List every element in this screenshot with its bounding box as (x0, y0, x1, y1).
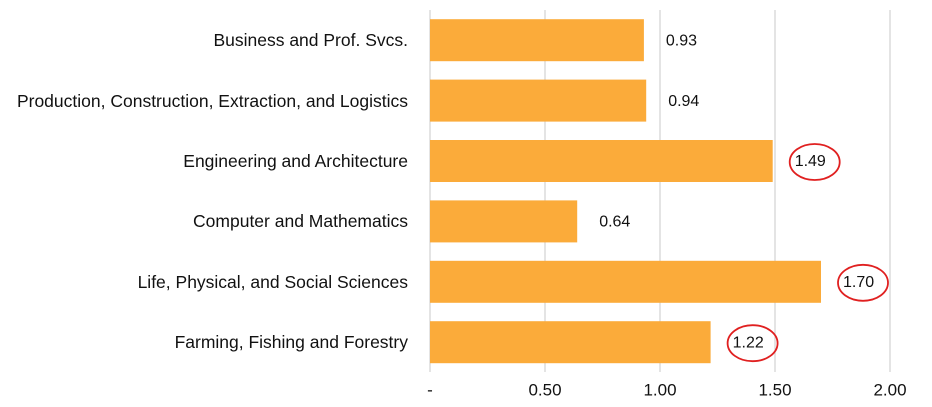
category-text: Computer and Mathematics (193, 211, 408, 232)
category-label: Computer and Mathematics (193, 210, 408, 232)
value-label: 0.94 (668, 93, 699, 110)
value-label: 1.22 (733, 334, 764, 351)
x-tick-label: 0.50 (528, 380, 561, 399)
label-circle (788, 143, 841, 181)
category-label: Production, Construction, Extraction, an… (17, 90, 408, 112)
bar (430, 260, 821, 303)
category-text: Production, Construction, Extraction, an… (16, 90, 408, 111)
bar (430, 140, 773, 182)
category-text: Farming, Fishing and Forestry (174, 332, 408, 353)
category-text: Engineering and Architecture (183, 151, 408, 171)
category-label: Life, Physical, and Social Sciences (138, 271, 408, 293)
bar (430, 321, 711, 364)
x-tick-label: - (427, 380, 433, 399)
category-label: Business and Prof. Svcs. (213, 29, 408, 51)
category-label: Farming, Fishing and Forestry (175, 331, 408, 353)
x-tick-label: 2.00 (873, 380, 906, 399)
label-circle (726, 324, 779, 363)
value-label: 1.70 (843, 274, 874, 291)
label-circle (837, 263, 889, 302)
bar (430, 79, 647, 122)
x-tick-label: 1.00 (643, 380, 676, 399)
category-text: Business and Prof. Svcs. (213, 30, 408, 51)
value-label: 0.93 (666, 32, 697, 49)
category-label: Engineering and Architecture (183, 150, 408, 172)
category-text: Life, Physical, and Social Sciences (137, 271, 408, 292)
bar (430, 200, 578, 243)
bar (430, 19, 644, 62)
value-label: 1.49 (795, 153, 826, 170)
value-label: 0.64 (599, 214, 630, 231)
x-tick-label: 1.50 (758, 380, 791, 399)
